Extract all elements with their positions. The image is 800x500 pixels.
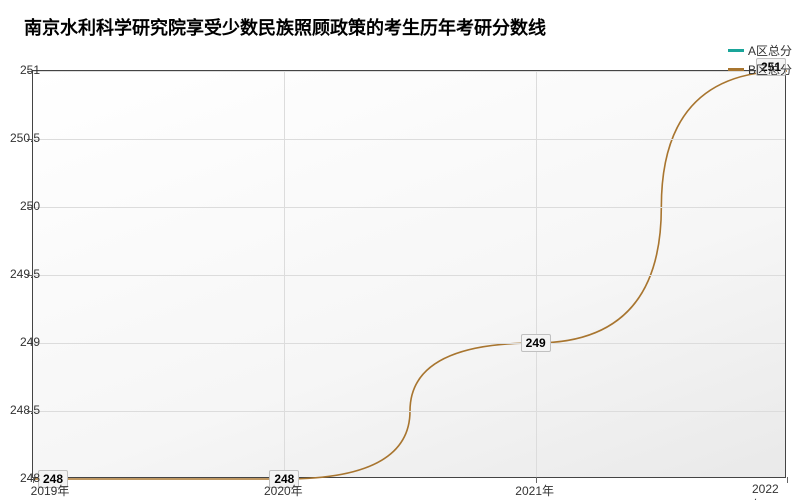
gridline-h xyxy=(33,343,785,344)
gridline-h xyxy=(33,275,785,276)
y-tick-label: 248.5 xyxy=(10,403,40,417)
gridline-h xyxy=(33,411,785,412)
legend-swatch-a xyxy=(728,49,744,52)
y-tick-label: 249.5 xyxy=(10,267,40,281)
x-tick-label: 2020年 xyxy=(264,482,303,499)
x-tick-label: 2019年 xyxy=(31,482,70,499)
x-tick-label: 2021年 xyxy=(515,482,554,499)
legend-label-a: A区总分 xyxy=(748,42,792,59)
x-tick xyxy=(787,477,788,483)
legend-swatch-b xyxy=(728,68,744,71)
line-series-svg xyxy=(33,71,785,477)
chart-container: 南京水利科学研究院享受少数民族照顾政策的考生历年考研分数线 A区总分 B区总分 … xyxy=(0,0,800,500)
y-tick-label: 250 xyxy=(20,199,40,213)
chart-title: 南京水利科学研究院享受少数民族照顾政策的考生历年考研分数线 xyxy=(24,14,546,40)
legend-label-b: B区总分 xyxy=(748,61,792,78)
legend: A区总分 B区总分 xyxy=(728,42,792,80)
legend-item-b: B区总分 xyxy=(728,61,792,78)
legend-item-a: A区总分 xyxy=(728,42,792,59)
y-tick-label: 249 xyxy=(20,335,40,349)
x-tick-label: 2022年 xyxy=(752,482,784,500)
gridline-v xyxy=(284,71,285,477)
y-tick-label: 251 xyxy=(20,63,40,77)
data-point-label: 249 xyxy=(521,334,551,352)
plot-area: 248248249251 xyxy=(32,70,786,478)
y-tick-label: 250.5 xyxy=(10,131,40,145)
gridline-h xyxy=(33,71,785,72)
gridline-v xyxy=(536,71,537,477)
gridline-h xyxy=(33,139,785,140)
gridline-h xyxy=(33,207,785,208)
